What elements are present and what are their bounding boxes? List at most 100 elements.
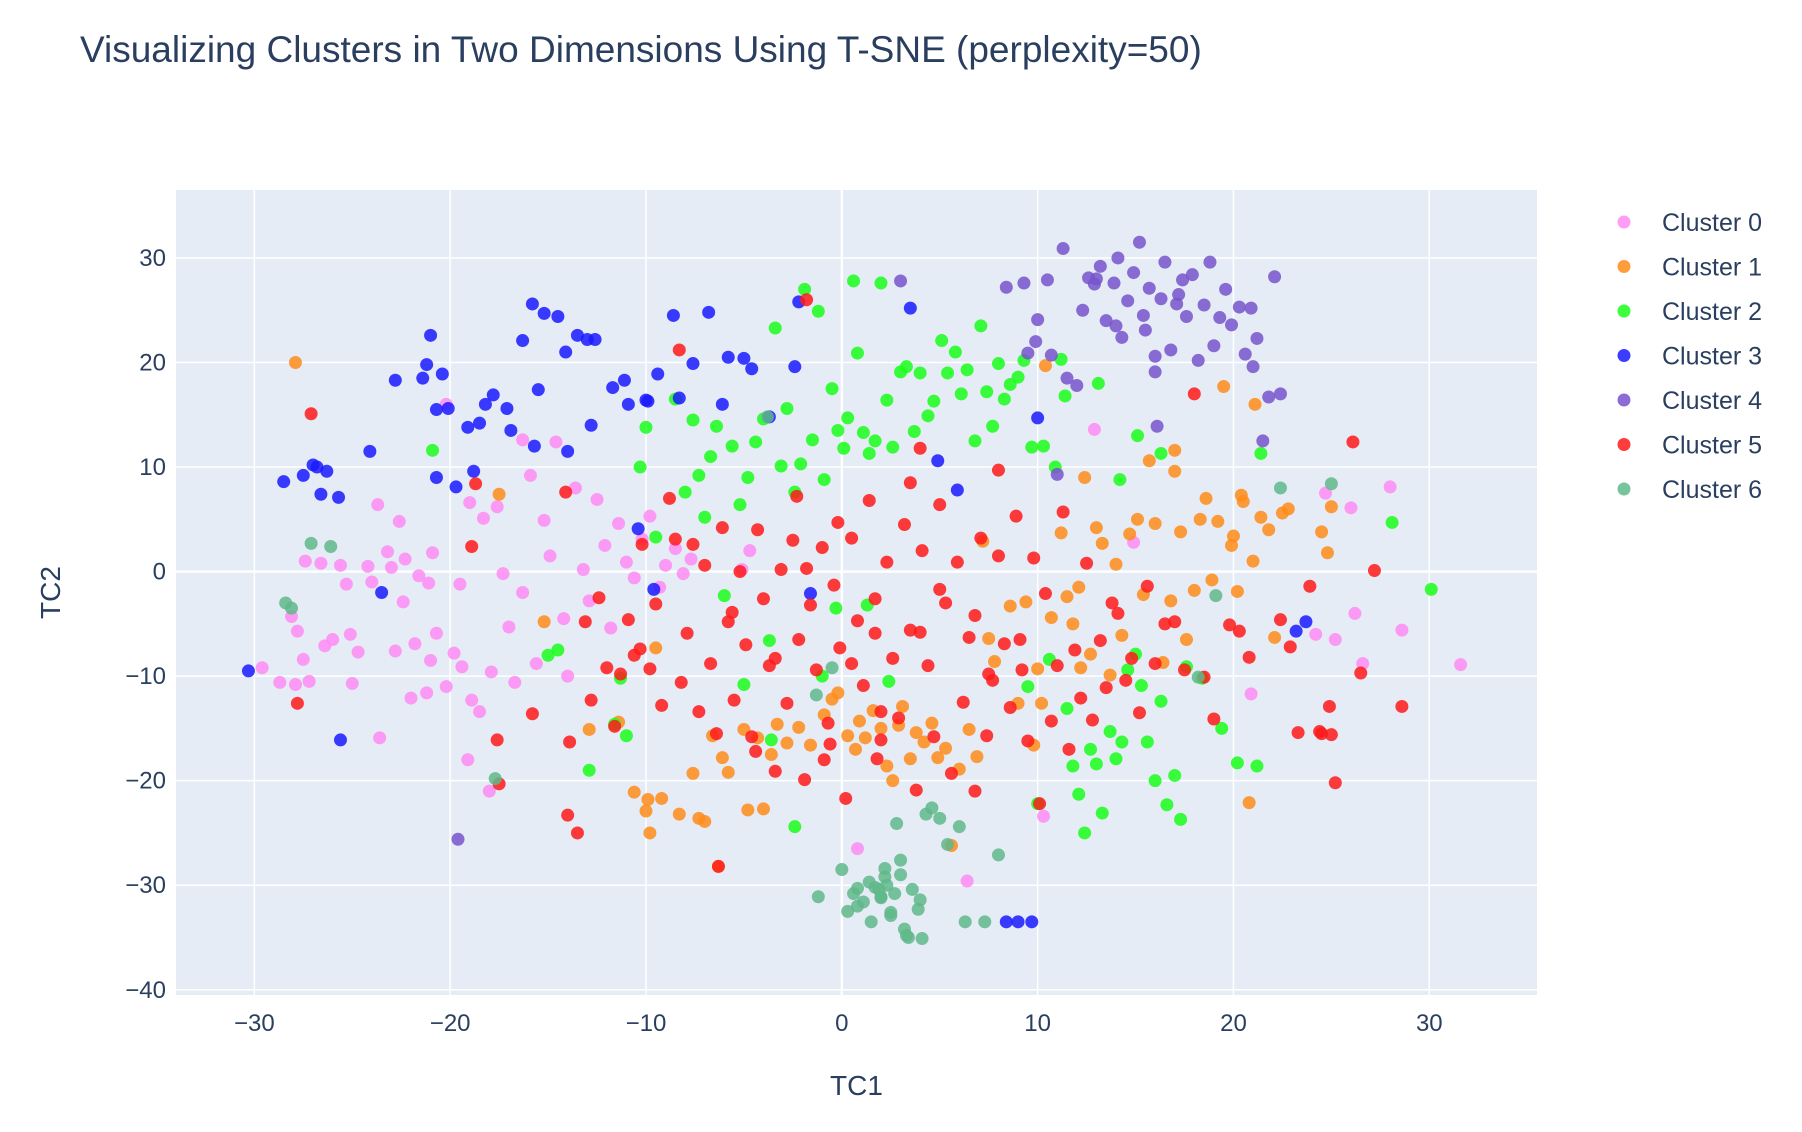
point-cluster-1 bbox=[492, 487, 506, 501]
point-cluster-0 bbox=[273, 675, 287, 689]
x-tick-label: −10 bbox=[626, 1010, 667, 1037]
point-cluster-4 bbox=[1207, 339, 1221, 353]
point-cluster-3 bbox=[788, 360, 802, 374]
point-cluster-4 bbox=[1150, 419, 1164, 433]
point-cluster-5 bbox=[584, 693, 598, 707]
point-cluster-2 bbox=[1078, 826, 1092, 840]
point-cluster-4 bbox=[894, 274, 908, 288]
point-cluster-3 bbox=[1289, 624, 1303, 638]
point-cluster-1 bbox=[803, 738, 817, 752]
point-cluster-5 bbox=[465, 540, 479, 553]
legend[interactable]: Cluster 0 Cluster 1 Cluster 2 Cluster 3 Clus… bbox=[1617, 209, 1763, 504]
point-cluster-6 bbox=[958, 915, 972, 929]
point-cluster-1 bbox=[1217, 380, 1231, 394]
point-cluster-2 bbox=[974, 319, 988, 333]
point-cluster-5 bbox=[1273, 613, 1287, 627]
point-cluster-4 bbox=[1244, 301, 1258, 315]
point-cluster-5 bbox=[1056, 505, 1070, 519]
point-cluster-5 bbox=[856, 679, 870, 693]
point-cluster-3 bbox=[561, 444, 575, 458]
point-cluster-5 bbox=[756, 592, 770, 606]
point-cluster-3 bbox=[461, 420, 475, 434]
point-cluster-4 bbox=[1142, 281, 1156, 295]
point-cluster-1 bbox=[1115, 628, 1129, 642]
point-cluster-6 bbox=[933, 811, 947, 825]
point-cluster-0 bbox=[422, 576, 436, 590]
point-cluster-1 bbox=[1148, 517, 1162, 530]
point-cluster-3 bbox=[500, 402, 514, 415]
point-cluster-0 bbox=[576, 563, 590, 576]
point-cluster-3 bbox=[363, 444, 377, 458]
point-cluster-3 bbox=[241, 664, 255, 678]
point-cluster-2 bbox=[831, 423, 845, 437]
point-cluster-2 bbox=[886, 440, 900, 454]
point-cluster-5 bbox=[815, 541, 829, 555]
y-tick-label: −40 bbox=[125, 977, 166, 1004]
point-cluster-3 bbox=[672, 391, 686, 405]
point-cluster-1 bbox=[1072, 580, 1086, 594]
point-cluster-0 bbox=[590, 492, 604, 506]
point-cluster-5 bbox=[733, 565, 747, 579]
point-cluster-1 bbox=[1268, 630, 1282, 644]
legend-item-cluster-0[interactable]: Cluster 0 bbox=[1617, 209, 1763, 237]
point-cluster-2 bbox=[780, 402, 794, 415]
point-cluster-2 bbox=[709, 419, 723, 433]
point-cluster-3 bbox=[531, 383, 545, 397]
point-cluster-5 bbox=[997, 637, 1011, 651]
point-cluster-6 bbox=[1191, 670, 1205, 684]
point-cluster-1 bbox=[831, 686, 845, 700]
legend-item-cluster-6[interactable]: Cluster 6 bbox=[1617, 476, 1763, 504]
point-cluster-2 bbox=[678, 485, 692, 499]
point-cluster-0 bbox=[465, 693, 479, 707]
point-cluster-2 bbox=[1131, 429, 1145, 443]
point-cluster-0 bbox=[1395, 623, 1409, 637]
point-cluster-6 bbox=[941, 837, 955, 851]
point-cluster-2 bbox=[997, 392, 1011, 406]
point-cluster-3 bbox=[903, 301, 917, 315]
point-cluster-2 bbox=[704, 450, 718, 464]
point-cluster-4 bbox=[1132, 235, 1146, 249]
point-cluster-2 bbox=[856, 426, 870, 440]
point-cluster-5 bbox=[1080, 556, 1094, 570]
legend-item-cluster-5[interactable]: Cluster 5 bbox=[1617, 432, 1763, 460]
legend-item-cluster-3[interactable]: Cluster 3 bbox=[1617, 343, 1763, 371]
point-cluster-5 bbox=[962, 630, 976, 644]
point-cluster-3 bbox=[296, 468, 310, 482]
point-cluster-2 bbox=[741, 471, 755, 484]
point-cluster-5 bbox=[831, 515, 845, 529]
point-cluster-3 bbox=[737, 351, 751, 365]
point-cluster-0 bbox=[1328, 633, 1342, 647]
point-cluster-5 bbox=[880, 555, 894, 569]
point-cluster-5 bbox=[798, 773, 812, 787]
point-cluster-6 bbox=[880, 878, 894, 892]
legend-item-cluster-2[interactable]: Cluster 2 bbox=[1617, 298, 1763, 326]
point-cluster-3 bbox=[441, 402, 455, 415]
point-cluster-4 bbox=[1021, 346, 1035, 360]
point-cluster-2 bbox=[960, 363, 974, 377]
point-cluster-5 bbox=[727, 693, 741, 707]
legend-item-cluster-4[interactable]: Cluster 4 bbox=[1617, 387, 1763, 415]
gridlines bbox=[176, 190, 1537, 995]
point-cluster-3 bbox=[504, 423, 518, 437]
point-cluster-5 bbox=[1178, 663, 1192, 677]
point-cluster-3 bbox=[310, 460, 324, 474]
point-cluster-1 bbox=[962, 722, 976, 736]
point-cluster-4 bbox=[1148, 365, 1162, 379]
point-cluster-4 bbox=[1040, 273, 1054, 287]
point-cluster-1 bbox=[627, 785, 641, 799]
x-axis-title: TC1 bbox=[830, 1070, 883, 1101]
point-cluster-0 bbox=[384, 560, 398, 574]
point-cluster-2 bbox=[1154, 446, 1168, 460]
point-cluster-6 bbox=[1273, 481, 1287, 495]
point-cluster-0 bbox=[345, 676, 359, 690]
point-cluster-0 bbox=[490, 500, 504, 514]
legend-label: Cluster 6 bbox=[1662, 476, 1762, 504]
point-cluster-0 bbox=[447, 646, 461, 660]
point-cluster-0 bbox=[371, 498, 385, 512]
point-cluster-5 bbox=[633, 642, 647, 656]
point-cluster-3 bbox=[449, 480, 463, 494]
point-cluster-6 bbox=[825, 661, 839, 675]
legend-item-cluster-1[interactable]: Cluster 1 bbox=[1617, 254, 1763, 282]
point-cluster-1 bbox=[970, 750, 984, 764]
point-cluster-2 bbox=[798, 282, 812, 296]
